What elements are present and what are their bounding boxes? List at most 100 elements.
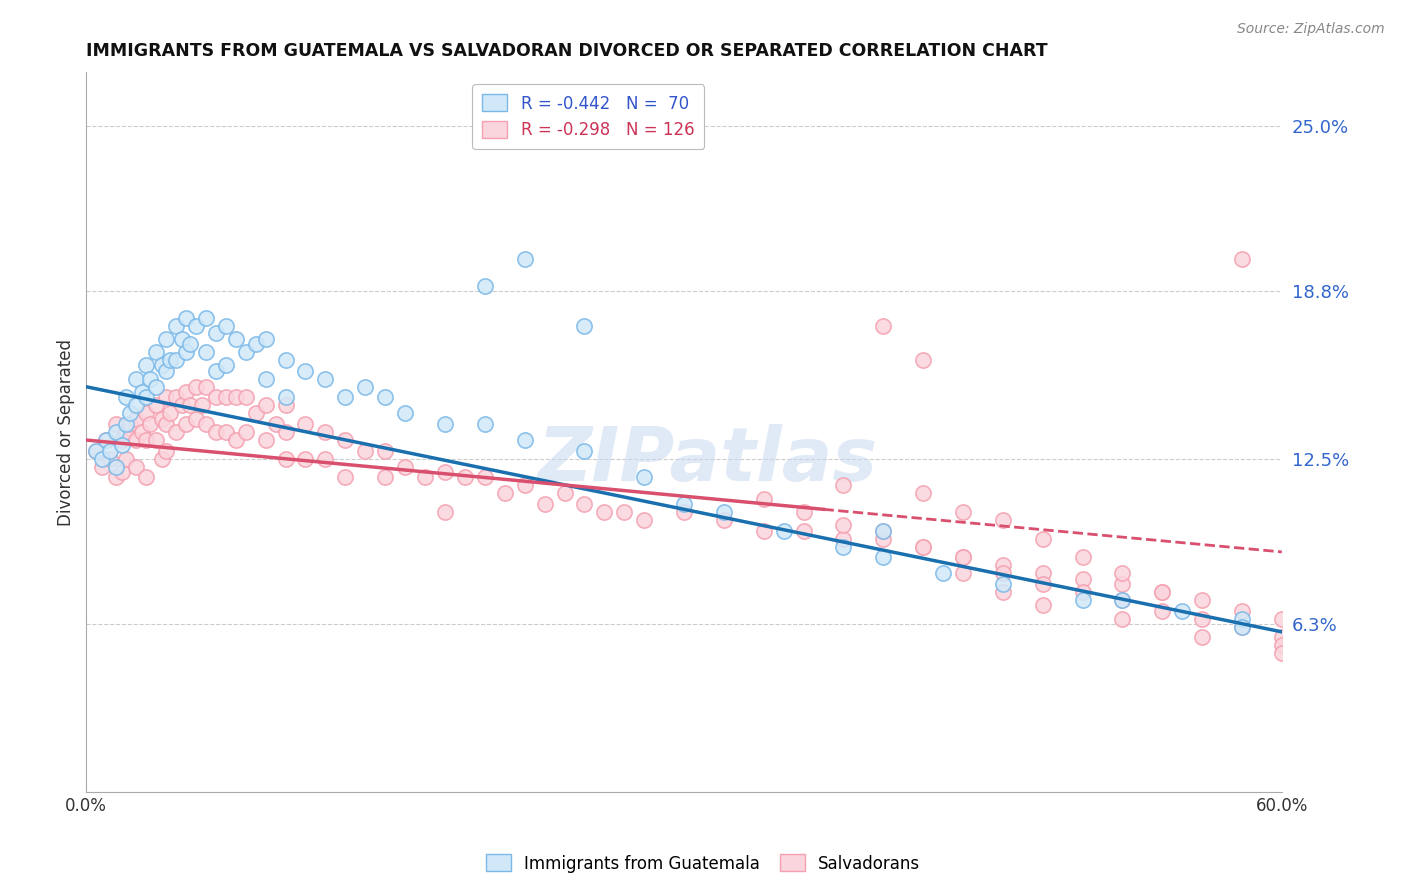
Point	[474, 278, 496, 293]
Point	[91, 451, 114, 466]
Point	[1271, 630, 1294, 644]
Point	[1271, 611, 1294, 625]
Point	[155, 364, 177, 378]
Point	[170, 399, 193, 413]
Point	[433, 417, 456, 431]
Point	[793, 524, 815, 538]
Point	[155, 443, 177, 458]
Point	[1230, 619, 1253, 633]
Point	[111, 433, 134, 447]
Point	[139, 372, 162, 386]
Point	[120, 406, 142, 420]
Point	[952, 505, 974, 519]
Point	[145, 345, 167, 359]
Point	[125, 459, 148, 474]
Point	[254, 372, 277, 386]
Point	[204, 364, 226, 378]
Point	[613, 505, 636, 519]
Point	[125, 411, 148, 425]
Point	[264, 417, 287, 431]
Point	[165, 391, 187, 405]
Point	[832, 518, 855, 533]
Point	[194, 380, 217, 394]
Text: IMMIGRANTS FROM GUATEMALA VS SALVADORAN DIVORCED OR SEPARATED CORRELATION CHART: IMMIGRANTS FROM GUATEMALA VS SALVADORAN …	[86, 42, 1047, 60]
Point	[105, 459, 128, 474]
Point	[1271, 638, 1294, 652]
Point	[1230, 603, 1253, 617]
Point	[832, 540, 855, 554]
Point	[84, 443, 107, 458]
Point	[225, 433, 247, 447]
Point	[1111, 611, 1133, 625]
Legend: R = -0.442   N =  70, R = -0.298   N = 126: R = -0.442 N = 70, R = -0.298 N = 126	[472, 85, 704, 149]
Point	[713, 513, 735, 527]
Point	[1271, 646, 1294, 660]
Point	[533, 497, 555, 511]
Point	[494, 486, 516, 500]
Point	[912, 540, 935, 554]
Point	[225, 391, 247, 405]
Point	[204, 425, 226, 439]
Point	[245, 337, 267, 351]
Point	[872, 532, 894, 546]
Point	[155, 332, 177, 346]
Point	[394, 406, 416, 420]
Point	[1111, 593, 1133, 607]
Point	[274, 399, 297, 413]
Point	[194, 345, 217, 359]
Point	[105, 425, 128, 439]
Point	[1171, 603, 1194, 617]
Point	[120, 417, 142, 431]
Point	[274, 391, 297, 405]
Point	[872, 318, 894, 333]
Point	[145, 399, 167, 413]
Point	[952, 566, 974, 581]
Point	[752, 491, 775, 506]
Point	[633, 470, 655, 484]
Point	[159, 353, 181, 368]
Point	[872, 524, 894, 538]
Point	[145, 380, 167, 394]
Point	[1032, 598, 1054, 612]
Point	[179, 337, 201, 351]
Point	[145, 433, 167, 447]
Point	[274, 451, 297, 466]
Point	[184, 318, 207, 333]
Point	[574, 443, 596, 458]
Point	[1071, 572, 1094, 586]
Point	[1191, 593, 1213, 607]
Point	[125, 372, 148, 386]
Point	[135, 391, 157, 405]
Point	[991, 566, 1014, 581]
Point	[235, 425, 257, 439]
Point	[215, 359, 238, 373]
Point	[174, 385, 197, 400]
Point	[155, 391, 177, 405]
Point	[159, 406, 181, 420]
Point	[111, 438, 134, 452]
Point	[574, 318, 596, 333]
Point	[991, 585, 1014, 599]
Point	[752, 524, 775, 538]
Point	[673, 497, 696, 511]
Point	[96, 433, 118, 447]
Point	[513, 433, 536, 447]
Point	[433, 505, 456, 519]
Point	[713, 505, 735, 519]
Point	[135, 406, 157, 420]
Point	[932, 566, 955, 581]
Point	[335, 470, 357, 484]
Point	[1071, 550, 1094, 565]
Point	[194, 310, 217, 325]
Point	[111, 465, 134, 479]
Point	[274, 353, 297, 368]
Point	[952, 550, 974, 565]
Point	[593, 505, 616, 519]
Point	[314, 451, 336, 466]
Point	[115, 417, 138, 431]
Point	[872, 524, 894, 538]
Y-axis label: Divorced or Separated: Divorced or Separated	[58, 339, 75, 525]
Point	[115, 391, 138, 405]
Point	[454, 470, 477, 484]
Point	[204, 326, 226, 341]
